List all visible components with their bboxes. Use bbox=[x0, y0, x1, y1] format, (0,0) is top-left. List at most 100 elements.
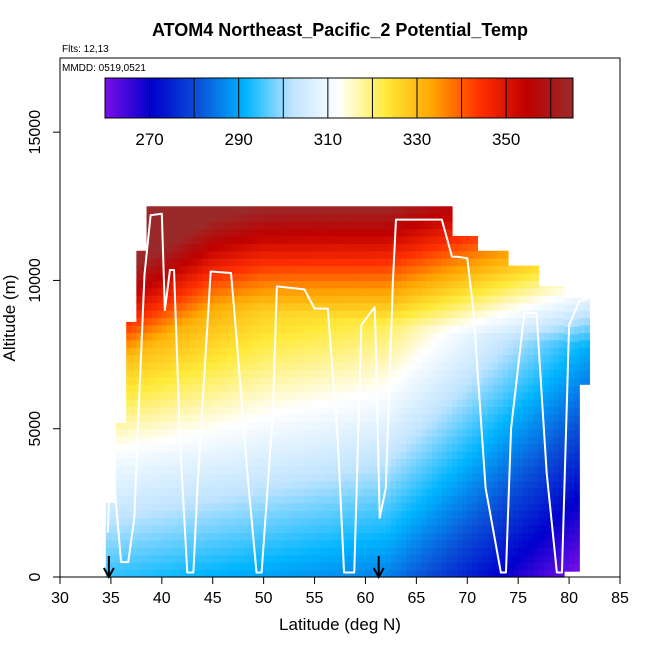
heatmap-cell bbox=[416, 465, 423, 474]
heatmap-cell bbox=[304, 280, 311, 289]
heatmap-cell bbox=[136, 265, 143, 274]
heatmap-cell bbox=[263, 465, 270, 474]
heatmap-cell bbox=[258, 458, 265, 467]
colorbar-segment bbox=[269, 78, 273, 118]
heatmap-cell bbox=[182, 554, 188, 563]
heatmap-cell bbox=[370, 235, 377, 244]
heatmap-cell bbox=[141, 562, 148, 571]
heatmap-cell bbox=[182, 376, 188, 385]
heatmap-cell bbox=[411, 473, 417, 482]
colorbar-segment bbox=[209, 78, 213, 118]
heatmap-cell bbox=[289, 510, 295, 519]
heatmap-cell bbox=[365, 317, 372, 326]
heatmap-cell bbox=[268, 376, 275, 385]
heatmap-cell bbox=[212, 221, 219, 230]
heatmap-cell bbox=[584, 317, 591, 326]
heatmap-cell bbox=[390, 213, 397, 222]
heatmap-cell bbox=[334, 369, 341, 378]
heatmap-cell bbox=[441, 488, 448, 497]
heatmap-cell bbox=[543, 354, 550, 363]
heatmap-cell bbox=[513, 347, 519, 356]
colorbar-segment bbox=[546, 78, 549, 118]
colorbar-segment bbox=[298, 78, 302, 118]
heatmap-cell bbox=[248, 287, 255, 296]
heatmap-cell bbox=[340, 332, 346, 341]
heatmap-cell bbox=[192, 562, 199, 571]
heatmap-cell bbox=[156, 221, 163, 230]
y-tick-label: 0 bbox=[27, 572, 44, 581]
heatmap-cell bbox=[151, 547, 158, 556]
heatmap-cell bbox=[497, 547, 504, 556]
heatmap-cell bbox=[248, 206, 255, 215]
heatmap-cell bbox=[243, 310, 249, 319]
heatmap-cell bbox=[324, 369, 331, 378]
heatmap-cell bbox=[222, 495, 229, 504]
heatmap-cell bbox=[131, 450, 137, 459]
heatmap-cell bbox=[462, 458, 468, 467]
heatmap-cell bbox=[472, 310, 479, 319]
heatmap-cell bbox=[284, 569, 290, 578]
heatmap-cell bbox=[309, 547, 316, 556]
heatmap-cell bbox=[518, 502, 524, 511]
heatmap-cell bbox=[467, 339, 473, 348]
heatmap-cell bbox=[436, 273, 443, 282]
heatmap-cell bbox=[416, 280, 423, 289]
heatmap-cell bbox=[411, 273, 417, 282]
heatmap-cell bbox=[192, 473, 199, 482]
heatmap-cell bbox=[212, 339, 219, 348]
heatmap-cell bbox=[574, 548, 580, 557]
heatmap-cell bbox=[431, 273, 438, 282]
heatmap-cell bbox=[452, 250, 458, 259]
heatmap-cell bbox=[441, 421, 448, 430]
heatmap-cell bbox=[156, 562, 163, 571]
heatmap-cell bbox=[289, 235, 295, 244]
heatmap-cell bbox=[146, 354, 153, 363]
heatmap-cell bbox=[146, 569, 153, 578]
heatmap-cell bbox=[385, 235, 392, 244]
heatmap-cell bbox=[151, 354, 158, 363]
heatmap-cell bbox=[243, 495, 249, 504]
heatmap-cell bbox=[177, 361, 183, 370]
heatmap-cell bbox=[304, 369, 311, 378]
heatmap-cell bbox=[131, 473, 137, 482]
heatmap-cell bbox=[278, 406, 285, 415]
heatmap-cell bbox=[324, 280, 331, 289]
heatmap-cell bbox=[457, 399, 463, 408]
heatmap-cell bbox=[197, 569, 204, 578]
heatmap-cell bbox=[553, 532, 560, 541]
heatmap-cell bbox=[263, 436, 270, 445]
colorbar-segment bbox=[421, 78, 425, 118]
heatmap-cell bbox=[233, 280, 239, 289]
heatmap-cell bbox=[319, 243, 326, 252]
heatmap-cell bbox=[380, 295, 387, 304]
heatmap-cell bbox=[436, 406, 443, 415]
heatmap-cell bbox=[248, 228, 255, 237]
heatmap-cell bbox=[492, 465, 499, 474]
heatmap-cell bbox=[457, 510, 463, 519]
colorbar-segment bbox=[301, 78, 304, 118]
heatmap-cell bbox=[558, 450, 565, 459]
heatmap-cell bbox=[340, 287, 346, 296]
heatmap-cell bbox=[477, 525, 484, 534]
heatmap-cell bbox=[156, 243, 163, 252]
heatmap-cell bbox=[319, 562, 326, 571]
heatmap-cell bbox=[268, 517, 275, 526]
heatmap-cell bbox=[477, 428, 484, 437]
colorbar-frame bbox=[104, 77, 574, 119]
heatmap-cell bbox=[431, 369, 438, 378]
heatmap-cell bbox=[477, 354, 484, 363]
heatmap-cell bbox=[172, 436, 178, 445]
heatmap-cell bbox=[360, 502, 367, 511]
heatmap-cell bbox=[518, 324, 524, 333]
heatmap-cell bbox=[222, 428, 229, 437]
heatmap-cell bbox=[222, 324, 229, 333]
heatmap-cell bbox=[304, 525, 311, 534]
heatmap-cell bbox=[431, 287, 438, 296]
heatmap-cell bbox=[390, 361, 397, 370]
heatmap-cell bbox=[482, 295, 489, 304]
heatmap-cell bbox=[131, 339, 137, 348]
heatmap-cell bbox=[284, 391, 290, 400]
heatmap-cell bbox=[324, 258, 331, 267]
colorbar-segment bbox=[198, 78, 202, 118]
heatmap-cell bbox=[202, 265, 209, 274]
